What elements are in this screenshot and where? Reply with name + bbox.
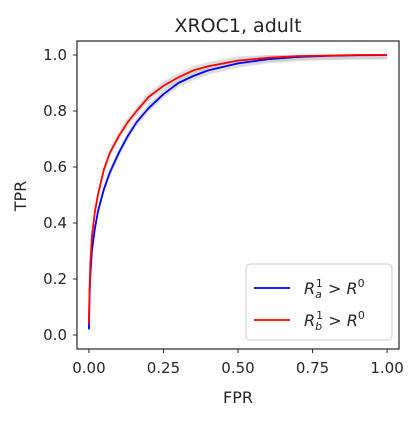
y-tick-label: 0.2	[43, 270, 67, 288]
x-tick-label: 0.00	[72, 359, 105, 377]
chart-legend: Ra1 > R0 Rb1 > R0	[245, 263, 393, 341]
y-axis-label: TPR	[11, 181, 30, 213]
y-tick-label: 0.6	[43, 158, 67, 176]
y-tick-label: 1.0	[43, 46, 67, 64]
legend-label-0: Ra1 > R0	[304, 277, 365, 301]
plot-area	[88, 54, 388, 334]
x-tick-label: 1.00	[370, 359, 403, 377]
y-tick-label: 0.0	[43, 326, 67, 344]
x-axis-label: FPR	[223, 388, 253, 407]
x-tick-label: 0.75	[296, 359, 329, 377]
series-line-1	[88, 54, 388, 324]
legend-label-1: Rb1 > R0	[304, 309, 365, 333]
y-axis-ticks: 0.0 0.2 0.4 0.6 0.8 1.0	[43, 46, 77, 344]
x-tick-label: 0.25	[147, 359, 180, 377]
x-axis-ticks: 0.00 0.25 0.50 0.75 1.00	[72, 349, 404, 377]
y-tick-label: 0.8	[43, 102, 67, 120]
legend-frame	[245, 263, 393, 341]
chart-title: XROC1, adult	[174, 15, 301, 37]
series-line-0	[88, 54, 388, 330]
y-tick-label: 0.4	[43, 214, 67, 232]
x-tick-label: 0.50	[221, 359, 254, 377]
